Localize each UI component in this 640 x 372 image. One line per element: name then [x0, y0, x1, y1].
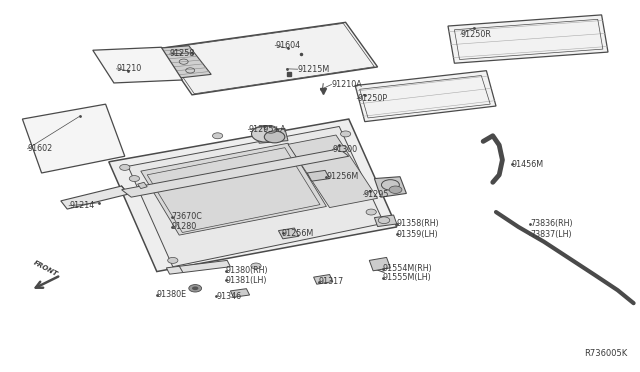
Text: FRONT: FRONT	[33, 260, 60, 278]
Text: 91604: 91604	[275, 41, 300, 50]
Circle shape	[251, 263, 261, 269]
Text: 73836(RH): 73836(RH)	[530, 219, 573, 228]
Text: 91210A: 91210A	[332, 80, 362, 89]
Text: 91380(RH): 91380(RH)	[226, 266, 269, 275]
Circle shape	[168, 257, 178, 263]
Text: 91602: 91602	[28, 144, 52, 153]
Text: 91250R: 91250R	[461, 30, 492, 39]
Polygon shape	[141, 143, 326, 235]
Text: 91250P: 91250P	[357, 94, 387, 103]
Text: 91280: 91280	[172, 222, 196, 231]
Polygon shape	[355, 71, 496, 122]
Circle shape	[189, 285, 202, 292]
Text: 73670C: 73670C	[172, 212, 202, 221]
Text: 91554M(RH): 91554M(RH)	[383, 264, 433, 273]
Polygon shape	[122, 149, 349, 197]
Text: 91214: 91214	[69, 201, 94, 210]
Text: 91346: 91346	[216, 292, 241, 301]
Circle shape	[389, 186, 402, 193]
Polygon shape	[109, 119, 397, 272]
Text: 91359(LH): 91359(LH)	[397, 230, 438, 239]
Polygon shape	[230, 289, 250, 297]
Text: 91456M: 91456M	[512, 160, 544, 169]
Text: 91210: 91210	[116, 64, 141, 73]
Circle shape	[340, 131, 351, 137]
Text: 91258: 91258	[170, 49, 195, 58]
Polygon shape	[307, 170, 330, 181]
Polygon shape	[93, 47, 182, 83]
Polygon shape	[369, 257, 390, 271]
Text: 91555M(LH): 91555M(LH)	[383, 273, 431, 282]
Circle shape	[192, 286, 198, 290]
Polygon shape	[22, 104, 125, 173]
Polygon shape	[157, 46, 211, 78]
Text: 91256M: 91256M	[326, 172, 358, 181]
Circle shape	[366, 209, 376, 215]
Text: 91380E: 91380E	[157, 290, 187, 299]
Circle shape	[337, 146, 348, 152]
Circle shape	[129, 176, 140, 182]
Polygon shape	[288, 135, 378, 208]
Text: 91358(RH): 91358(RH)	[397, 219, 440, 228]
Text: 91300: 91300	[332, 145, 357, 154]
Text: 91215M: 91215M	[298, 65, 330, 74]
Polygon shape	[314, 275, 333, 284]
Circle shape	[120, 164, 130, 170]
Text: 73837(LH): 73837(LH)	[530, 230, 572, 239]
Circle shape	[252, 126, 280, 142]
Polygon shape	[374, 215, 397, 227]
Text: 91256M: 91256M	[282, 229, 314, 238]
Circle shape	[212, 133, 223, 139]
Circle shape	[264, 131, 285, 143]
Polygon shape	[160, 22, 378, 95]
Polygon shape	[278, 228, 299, 239]
Polygon shape	[166, 260, 230, 274]
Polygon shape	[61, 186, 128, 209]
Polygon shape	[138, 182, 147, 189]
Polygon shape	[128, 126, 384, 267]
Text: 91295: 91295	[364, 190, 389, 199]
Polygon shape	[374, 177, 406, 197]
Polygon shape	[256, 128, 288, 143]
Text: 91381(LH): 91381(LH)	[226, 276, 268, 285]
Text: 91317: 91317	[319, 278, 344, 286]
Text: R736005K: R736005K	[584, 349, 627, 358]
Polygon shape	[448, 15, 608, 63]
Text: 91295+A: 91295+A	[248, 125, 286, 134]
Circle shape	[260, 125, 271, 131]
